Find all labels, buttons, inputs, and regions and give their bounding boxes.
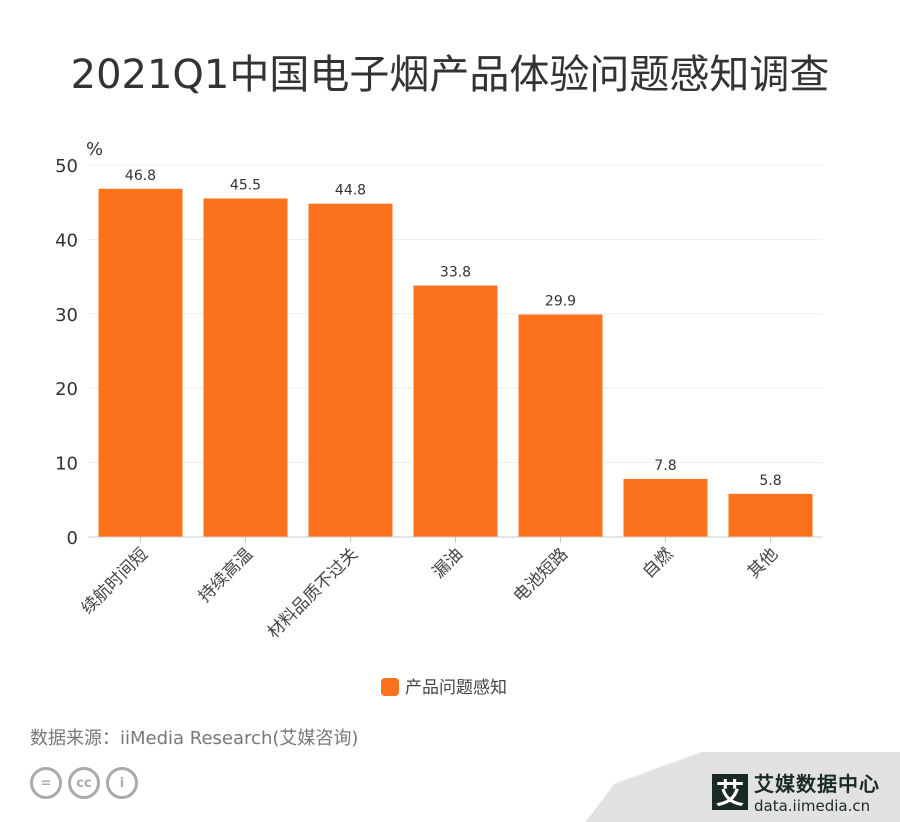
legend-label: 产品问题感知 <box>405 678 507 698</box>
cc-icon: cc <box>68 767 100 799</box>
bar <box>728 493 813 537</box>
x-tick-label: 持续高温 <box>195 544 257 606</box>
y-tick-label: 20 <box>55 379 78 400</box>
logo-name: 艾媒数据中心 <box>754 772 880 796</box>
data-label: 29.9 <box>545 294 576 310</box>
cc-license: = cc i <box>30 767 138 799</box>
data-source: 数据来源：iiMedia Research(艾媒咨询) <box>30 728 359 749</box>
bar <box>413 285 498 537</box>
data-label: 45.5 <box>230 177 261 193</box>
data-label: 5.8 <box>759 473 781 489</box>
y-tick-label: 0 <box>67 528 78 549</box>
x-tick-label: 漏油 <box>429 544 467 582</box>
bar <box>308 203 393 538</box>
data-label: 7.8 <box>654 458 676 474</box>
y-tick-label: 40 <box>55 230 78 251</box>
logo-mark: 艾 <box>712 773 748 810</box>
y-tick-label: 10 <box>55 454 78 475</box>
x-tick-label: 电池短路 <box>510 544 572 606</box>
x-tick-label: 自燃 <box>639 544 677 582</box>
data-label: 46.8 <box>125 168 156 184</box>
bar <box>203 198 288 538</box>
person-icon: i <box>106 767 138 799</box>
x-tick-label: 续航时间短 <box>78 544 152 618</box>
x-tick-label: 材料品质不过关 <box>264 544 362 642</box>
bar <box>623 478 708 537</box>
equals-icon: = <box>30 767 62 799</box>
data-label: 33.8 <box>440 265 471 281</box>
y-axis-unit: % <box>86 139 103 160</box>
logo-url: data.iimedia.cn <box>754 797 871 815</box>
bar <box>98 188 183 538</box>
x-tick-label: 其他 <box>744 544 782 582</box>
y-tick-label: 50 <box>55 156 78 177</box>
bar-chart: 0 10 20 30 40 50% 46.8 续航时间短 45.5 持续高温 44.8 材料品质不过关… <box>55 139 823 698</box>
bar <box>518 314 603 537</box>
data-label: 44.8 <box>335 183 366 199</box>
y-tick-label: 30 <box>55 305 78 326</box>
logo: 艾 艾媒数据中心 data.iimedia.cn <box>712 768 880 815</box>
chart-title: 2021Q1中国电子烟产品体验问题感知调查 <box>70 52 830 98</box>
legend-swatch <box>381 678 399 696</box>
